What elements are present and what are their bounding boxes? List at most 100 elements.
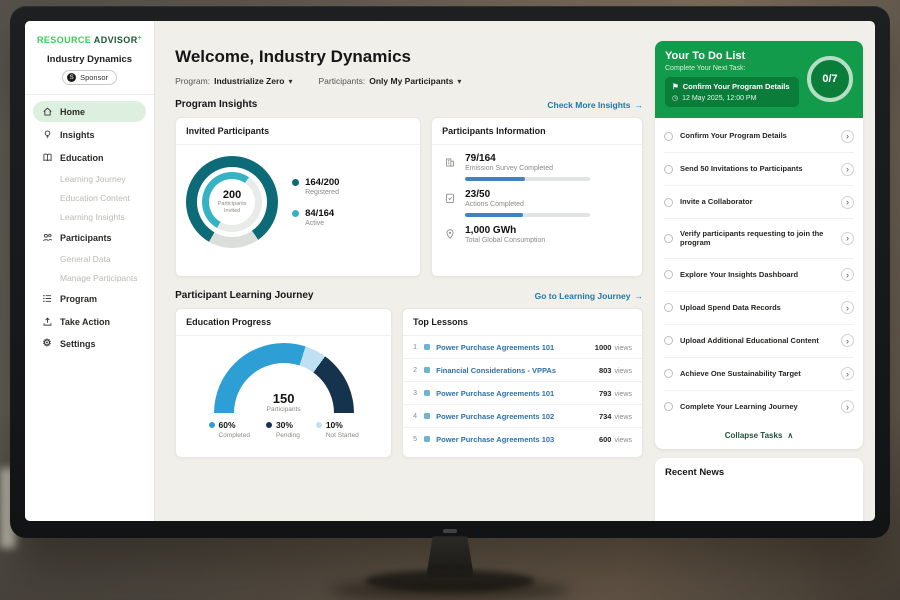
stat-label: Total Global Consumption bbox=[465, 237, 546, 244]
task-checkbox[interactable] bbox=[664, 197, 673, 207]
task-label: Complete Your Learning Journey bbox=[680, 401, 798, 411]
task-row-upload-spend-data[interactable]: Upload Spend Data Records › bbox=[664, 292, 854, 325]
sidebar-item-learning-journey[interactable]: Learning Journey bbox=[33, 170, 146, 187]
education-gauge: 150 Participants bbox=[213, 343, 354, 413]
task-row-achieve-target[interactable]: Achieve One Sustainability Target › bbox=[664, 358, 854, 391]
app-logo: RESOURCE ADVISOR+ bbox=[25, 33, 154, 51]
legend-label: Registered bbox=[305, 189, 339, 196]
progress-fill bbox=[465, 177, 526, 181]
link-label: Check More Insights bbox=[547, 99, 631, 110]
participants-filter[interactable]: Participants: Only My Participants ▾ bbox=[318, 76, 461, 86]
progress-bar bbox=[465, 213, 591, 217]
participants-filter-value: Only My Participants bbox=[369, 76, 454, 86]
task-label: Invite a Collaborator bbox=[680, 197, 753, 207]
task-row-verify-participants[interactable]: Verify participants requesting to join t… bbox=[664, 219, 854, 259]
chevron-right-icon[interactable]: › bbox=[841, 334, 854, 347]
next-task-card[interactable]: ⚑ Confirm Your Program Details ◷ 12 May … bbox=[665, 77, 799, 107]
chevron-right-icon[interactable]: › bbox=[841, 400, 854, 413]
sidebar-item-home[interactable]: Home bbox=[33, 101, 147, 122]
chevron-right-icon[interactable]: › bbox=[841, 195, 854, 209]
legend-value: 30% bbox=[275, 420, 293, 430]
sidebar-item-program[interactable]: Program bbox=[33, 288, 146, 309]
program-filter[interactable]: Program: Industrialize Zero ▾ bbox=[175, 76, 292, 86]
task-label: Upload Additional Educational Content bbox=[680, 335, 819, 345]
lesson-row: 2 Financial Considerations - VPPAs 803 vi… bbox=[403, 359, 642, 382]
task-label: Confirm Your Program Details bbox=[680, 131, 787, 141]
sidebar-item-participants[interactable]: Participants bbox=[33, 227, 146, 248]
logo-plus: + bbox=[137, 35, 143, 42]
chevron-right-icon[interactable]: › bbox=[841, 301, 854, 314]
sidebar-item-label: Program bbox=[60, 293, 98, 304]
task-checkbox[interactable] bbox=[664, 131, 673, 141]
legend-value: 10% bbox=[325, 420, 343, 430]
donut-center-label: Participants Invited bbox=[217, 201, 247, 214]
home-icon bbox=[41, 106, 53, 117]
task-checkbox[interactable] bbox=[664, 164, 673, 174]
sidebar-item-education-content[interactable]: Education Content bbox=[33, 189, 146, 206]
task-checkbox[interactable] bbox=[664, 336, 673, 345]
completed-dot-icon bbox=[208, 422, 215, 428]
chevron-right-icon[interactable]: › bbox=[841, 367, 854, 380]
collapse-tasks-button[interactable]: Collapse Tasks ∧ bbox=[655, 423, 863, 449]
lesson-link[interactable]: Power Purchase Agreements 101 bbox=[436, 388, 555, 398]
task-label: Upload Spend Data Records bbox=[680, 302, 781, 312]
monitor-bezel: RESOURCE ADVISOR+ Industry Dynamics S Sp… bbox=[10, 6, 890, 538]
legend-item-not-started: 10% Not Started bbox=[315, 420, 359, 439]
todo-title: Your To Do List bbox=[665, 50, 746, 62]
task-checkbox[interactable] bbox=[664, 270, 673, 279]
sidebar-item-education[interactable]: Education bbox=[33, 147, 146, 168]
lesson-views-count: 793 bbox=[598, 388, 612, 398]
sidebar-nav: Home Insights Education Learning Journey… bbox=[25, 101, 154, 354]
sidebar-item-settings[interactable]: ⚙ Settings bbox=[33, 334, 146, 354]
sidebar-item-general-data[interactable]: General Data bbox=[33, 250, 146, 267]
todo-progress-ring: 0/7 bbox=[807, 55, 853, 102]
card-title: Education Progress bbox=[176, 309, 392, 336]
task-checkbox[interactable] bbox=[664, 233, 673, 243]
todo-subtitle: Complete Your Next Task: bbox=[665, 65, 746, 72]
lesson-link[interactable]: Power Purchase Agreements 103 bbox=[436, 434, 555, 444]
progress-bar bbox=[465, 177, 591, 181]
chevron-right-icon[interactable]: › bbox=[841, 231, 854, 245]
sidebar-item-insights[interactable]: Insights bbox=[33, 124, 146, 145]
lesson-views-unit: views bbox=[614, 344, 632, 352]
recent-news-card: Recent News bbox=[655, 457, 863, 521]
gauge-center-label: Participants bbox=[266, 406, 301, 413]
sidebar-item-take-action[interactable]: Take Action bbox=[33, 311, 146, 332]
task-row-confirm-program[interactable]: Confirm Your Program Details › bbox=[664, 120, 854, 153]
task-row-complete-learning-journey[interactable]: Complete Your Learning Journey › bbox=[664, 391, 854, 423]
next-task-time: 12 May 2025, 12:00 PM bbox=[682, 94, 757, 102]
chevron-right-icon[interactable]: › bbox=[841, 129, 854, 143]
sidebar: RESOURCE ADVISOR+ Industry Dynamics S Sp… bbox=[25, 21, 156, 521]
upload-icon bbox=[41, 316, 53, 327]
chevron-right-icon[interactable]: › bbox=[841, 162, 854, 176]
clock-icon: ◷ bbox=[672, 95, 679, 102]
education-legend: 60% Completed 30% Pending 10% Not Starte… bbox=[208, 420, 359, 439]
task-checkbox[interactable] bbox=[664, 402, 673, 411]
lesson-views-count: 734 bbox=[598, 411, 612, 421]
registered-dot-icon bbox=[292, 179, 300, 186]
go-to-learning-journey-link[interactable]: Go to Learning Journey → bbox=[535, 291, 643, 301]
lesson-link[interactable]: Power Purchase Agreements 102 bbox=[436, 411, 555, 421]
chevron-right-icon[interactable]: › bbox=[841, 268, 854, 281]
arrow-right-icon: → bbox=[634, 290, 644, 301]
task-row-send-invitations[interactable]: Send 50 Invitations to Participants › bbox=[664, 153, 854, 186]
sidebar-item-manage-participants[interactable]: Manage Participants bbox=[33, 269, 146, 286]
invited-participants-card: Invited Participants 200 Participants In… bbox=[175, 117, 422, 277]
task-label: Verify participants requesting to join t… bbox=[680, 228, 824, 248]
stat-label: Actions Completed bbox=[465, 201, 524, 208]
sidebar-item-learning-insights[interactable]: Learning Insights bbox=[33, 208, 146, 225]
task-row-upload-educational-content[interactable]: Upload Additional Educational Content › bbox=[664, 325, 854, 358]
task-checkbox[interactable] bbox=[664, 303, 673, 312]
lesson-row: 1 Power Purchase Agreements 101 1000 view… bbox=[403, 336, 642, 359]
task-row-invite-collaborator[interactable]: Invite a Collaborator › bbox=[664, 186, 854, 219]
lesson-link[interactable]: Power Purchase Agreements 101 bbox=[436, 342, 555, 352]
sidebar-item-label: Education Content bbox=[60, 192, 130, 203]
task-checkbox[interactable] bbox=[664, 369, 673, 378]
lesson-link[interactable]: Financial Considerations - VPPAs bbox=[436, 365, 556, 375]
task-row-explore-insights[interactable]: Explore Your Insights Dashboard › bbox=[664, 259, 854, 292]
participants-information-card: Participants Information 79/164 Emission… bbox=[431, 117, 643, 277]
stat-label: Emission Survey Completed bbox=[465, 165, 554, 172]
top-lessons-card: Top Lessons 1 Power Purchase Agreements … bbox=[402, 308, 643, 458]
sidebar-item-label: Insights bbox=[60, 129, 95, 140]
check-more-insights-link[interactable]: Check More Insights → bbox=[547, 100, 643, 110]
